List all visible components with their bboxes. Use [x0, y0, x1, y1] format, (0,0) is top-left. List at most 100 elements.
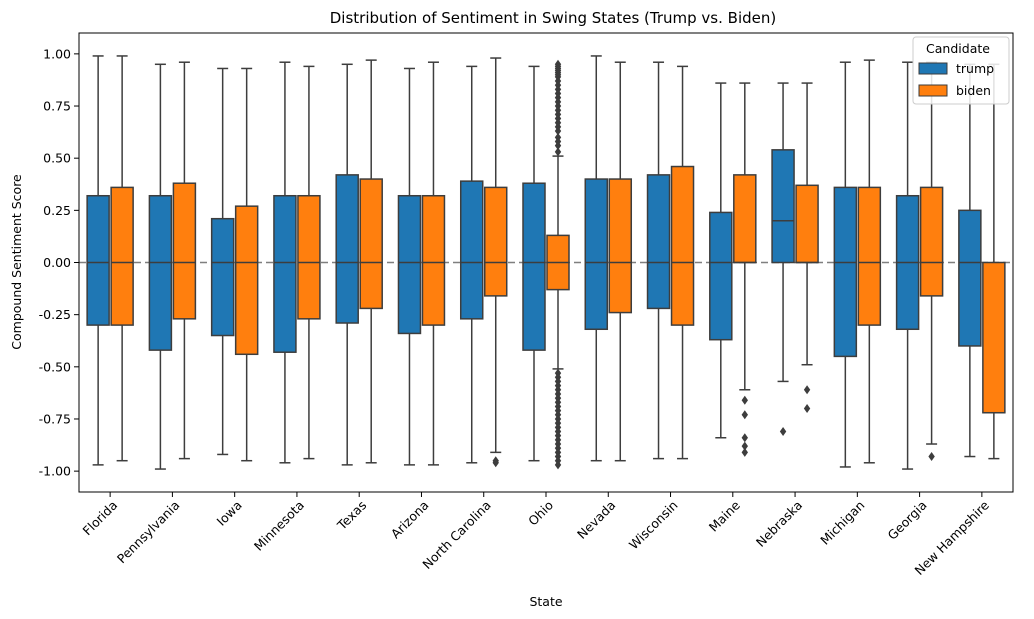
box-iqr: [110, 186, 134, 326]
x-tick-label: Maine: [706, 497, 743, 534]
y-axis: 1.00 0.75 0.50 0.25 0.00 -0.25 -0.50 -0.75 -1.00: [39, 46, 79, 479]
x-tick-label: Nevada: [574, 498, 618, 542]
box-layer: [86, 55, 1006, 470]
y-tick-label: 0.50: [43, 151, 71, 166]
box-biden-nevada: [608, 61, 633, 462]
outlier-point: [741, 447, 748, 457]
box-iqr: [172, 182, 197, 320]
x-tick-label: Ohio: [525, 498, 556, 529]
box-trump-nebraska: [771, 82, 795, 436]
box-biden-minnesota: [297, 65, 321, 460]
box-biden-iowa: [234, 67, 259, 462]
y-tick-label: -0.50: [39, 359, 71, 374]
box-biden-nebraska: [795, 82, 819, 414]
outlier-point: [741, 433, 748, 443]
box-biden-florida: [110, 55, 134, 462]
box-biden-north-carolina: [483, 57, 508, 468]
box-trump-north-carolina: [459, 65, 484, 464]
box-iqr: [795, 184, 819, 264]
outlier-point: [928, 452, 935, 462]
box-biden-new-hampshire: [982, 63, 1006, 460]
box-iqr: [646, 174, 671, 310]
box-iqr: [522, 182, 546, 351]
legend-label-trump: trump: [956, 61, 994, 76]
outlier-point: [779, 426, 787, 436]
x-tick-label: Pennsylvania: [114, 498, 183, 567]
box-iqr: [584, 178, 609, 331]
x-axis-label: State: [529, 594, 562, 609]
outlier-point: [492, 458, 499, 468]
box-biden-michigan: [857, 59, 882, 464]
box-iqr: [958, 209, 982, 347]
box-iqr: [771, 149, 795, 264]
y-tick-label: 0.00: [43, 255, 71, 270]
y-tick-label: -0.25: [39, 307, 71, 322]
box-trump-maine: [709, 82, 733, 439]
box-trump-georgia: [895, 61, 920, 470]
box-iqr: [919, 186, 944, 297]
box-iqr: [459, 180, 484, 320]
box-iqr: [86, 194, 110, 326]
box-trump-iowa: [210, 67, 235, 456]
outlier-point: [803, 404, 811, 414]
outlier-point: [554, 147, 562, 157]
box-iqr: [335, 174, 359, 324]
outlier-point: [741, 441, 748, 451]
y-tick-label: -1.00: [39, 464, 71, 479]
box-trump-michigan: [833, 61, 858, 468]
box-iqr: [359, 178, 383, 310]
box-trump-florida: [86, 55, 110, 466]
box-biden-ohio: [546, 59, 570, 470]
legend-title: Candidate: [926, 41, 990, 56]
box-iqr: [733, 174, 757, 264]
outlier-point: [741, 395, 748, 405]
legend-swatch-trump: [918, 62, 948, 75]
box-iqr: [421, 194, 446, 326]
x-tick-label: Texas: [334, 498, 370, 534]
box-iqr: [210, 217, 235, 337]
box-trump-new-hampshire: [958, 63, 982, 458]
box-biden-wisconsin: [670, 65, 695, 460]
x-tick-label: Michigan: [817, 498, 867, 548]
box-biden-texas: [359, 59, 383, 464]
y-tick-label: 1.00: [43, 46, 71, 61]
x-tick-label: Georgia: [884, 498, 929, 543]
legend-swatch-biden: [918, 84, 948, 97]
box-trump-wisconsin: [646, 61, 671, 460]
outlier-point: [554, 59, 562, 69]
outlier-point: [554, 460, 562, 470]
outlier-point: [803, 385, 811, 395]
outlier-point: [554, 132, 562, 142]
box-biden-pennsylvania: [172, 61, 197, 460]
box-iqr: [670, 165, 695, 326]
legend-label-biden: biden: [956, 83, 991, 98]
box-biden-arizona: [421, 61, 446, 466]
box-iqr: [397, 194, 422, 335]
box-iqr: [483, 186, 508, 297]
box-iqr: [297, 194, 321, 320]
box-iqr: [833, 186, 858, 358]
x-tick-label: Wisconsin: [626, 498, 681, 553]
box-iqr: [608, 178, 633, 314]
y-axis-label: Compound Sentiment Score: [9, 174, 24, 350]
box-trump-texas: [335, 63, 359, 466]
box-iqr: [709, 211, 733, 341]
box-iqr: [148, 194, 173, 351]
y-tick-label: -0.75: [39, 411, 71, 426]
chart-title: Distribution of Sentiment in Swing State…: [330, 9, 776, 27]
box-biden-maine: [733, 82, 757, 457]
box-trump-arizona: [397, 67, 422, 466]
legend: Candidate trump biden: [912, 36, 1010, 105]
y-tick-label: 0.75: [43, 99, 71, 114]
x-tick-label: Minnesota: [251, 498, 307, 554]
x-tick-label: Florida: [80, 498, 121, 539]
box-trump-minnesota: [273, 61, 297, 464]
box-iqr: [982, 261, 1006, 414]
box-iqr: [273, 194, 297, 353]
box-iqr: [857, 186, 882, 326]
outlier-point: [741, 410, 748, 420]
box-iqr: [234, 205, 259, 356]
box-biden-georgia: [919, 61, 944, 462]
